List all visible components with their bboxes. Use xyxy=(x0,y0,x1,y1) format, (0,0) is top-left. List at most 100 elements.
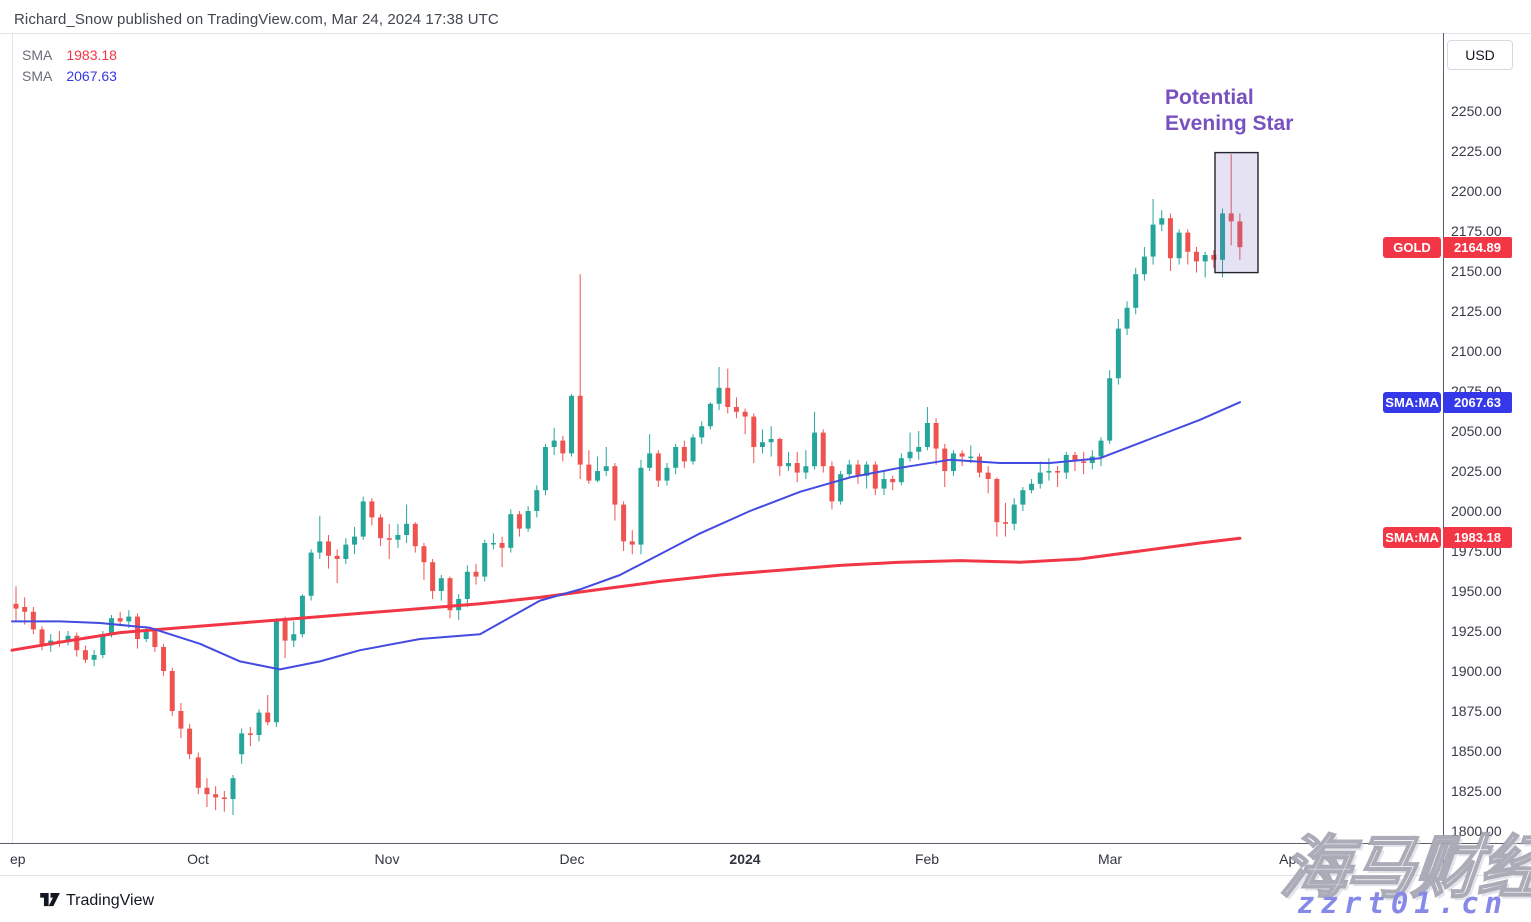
candle[interactable] xyxy=(699,421,705,444)
candle[interactable] xyxy=(985,466,991,494)
candle[interactable] xyxy=(1003,503,1009,537)
candle[interactable] xyxy=(916,431,922,460)
evening-star-box[interactable] xyxy=(1214,151,1259,274)
candle[interactable] xyxy=(169,667,175,716)
candle[interactable] xyxy=(1220,208,1226,278)
candle[interactable] xyxy=(707,402,713,430)
candle[interactable] xyxy=(282,616,288,659)
candle[interactable] xyxy=(1055,466,1061,487)
candle[interactable] xyxy=(812,411,818,470)
candle[interactable] xyxy=(733,397,739,419)
candle[interactable] xyxy=(464,565,470,607)
candle[interactable] xyxy=(1150,199,1156,265)
candle[interactable] xyxy=(1202,251,1208,278)
candle[interactable] xyxy=(308,549,314,601)
candle[interactable] xyxy=(221,791,227,812)
candle[interactable] xyxy=(82,645,88,663)
candle[interactable] xyxy=(490,533,496,550)
candle[interactable] xyxy=(325,535,331,569)
candle[interactable] xyxy=(846,459,852,478)
candle[interactable] xyxy=(508,509,514,553)
candle[interactable] xyxy=(1063,451,1069,479)
candle[interactable] xyxy=(343,538,349,564)
candle[interactable] xyxy=(716,367,722,411)
candle[interactable] xyxy=(898,453,904,486)
candle[interactable] xyxy=(872,461,878,495)
candle[interactable] xyxy=(412,522,418,553)
candle[interactable] xyxy=(647,434,653,471)
candle[interactable] xyxy=(551,427,557,455)
candle[interactable] xyxy=(1011,498,1017,531)
candle[interactable] xyxy=(447,576,453,619)
candle[interactable] xyxy=(655,450,661,487)
candle[interactable] xyxy=(56,631,62,647)
candle[interactable] xyxy=(933,418,939,465)
candle[interactable] xyxy=(534,485,540,518)
candle[interactable] xyxy=(560,435,566,462)
candle[interactable] xyxy=(430,559,436,599)
candle[interactable] xyxy=(291,621,297,647)
candle[interactable] xyxy=(1211,250,1217,268)
candle[interactable] xyxy=(525,506,531,532)
candle[interactable] xyxy=(299,594,305,638)
candle[interactable] xyxy=(577,274,583,479)
candle[interactable] xyxy=(1167,213,1173,271)
candle[interactable] xyxy=(1037,461,1043,489)
candle[interactable] xyxy=(725,368,731,414)
candle[interactable] xyxy=(1020,487,1026,511)
tradingview-wordmark[interactable]: TradingView xyxy=(66,892,155,909)
candle[interactable] xyxy=(855,459,861,484)
candle[interactable] xyxy=(265,695,271,726)
candle[interactable] xyxy=(247,727,253,747)
candle[interactable] xyxy=(638,459,644,555)
sma-line-0[interactable] xyxy=(10,536,1242,652)
candle[interactable] xyxy=(612,463,618,521)
candle[interactable] xyxy=(65,631,71,646)
candle[interactable] xyxy=(74,632,80,657)
candle[interactable] xyxy=(777,437,783,476)
candle[interactable] xyxy=(91,650,97,667)
candle[interactable] xyxy=(1046,458,1052,481)
candle[interactable] xyxy=(890,475,896,491)
candle[interactable] xyxy=(13,586,19,622)
candle[interactable] xyxy=(1107,370,1113,444)
candle[interactable] xyxy=(378,514,384,547)
candle[interactable] xyxy=(1237,213,1243,260)
candle[interactable] xyxy=(838,471,844,505)
candle[interactable] xyxy=(1176,229,1182,265)
candle[interactable] xyxy=(482,539,488,582)
candle[interactable] xyxy=(152,627,158,652)
candle[interactable] xyxy=(1193,247,1199,273)
candle[interactable] xyxy=(161,643,167,676)
candle[interactable] xyxy=(690,434,696,465)
candle[interactable] xyxy=(1029,479,1035,494)
candle[interactable] xyxy=(924,407,930,451)
candle[interactable] xyxy=(1159,210,1165,231)
candle[interactable] xyxy=(404,504,410,543)
candle[interactable] xyxy=(673,443,679,475)
candle[interactable] xyxy=(794,451,800,483)
candle[interactable] xyxy=(829,461,835,510)
candle[interactable] xyxy=(195,752,201,795)
candle[interactable] xyxy=(1081,451,1087,475)
candle[interactable] xyxy=(586,450,592,484)
candle[interactable] xyxy=(803,450,809,479)
candle[interactable] xyxy=(499,536,505,567)
candle[interactable] xyxy=(994,477,1000,537)
candle[interactable] xyxy=(256,709,262,742)
candle[interactable] xyxy=(959,450,965,467)
candle[interactable] xyxy=(438,575,444,601)
candle[interactable] xyxy=(595,456,601,483)
tradingview-logo-icon[interactable] xyxy=(40,892,61,912)
candle[interactable] xyxy=(317,515,323,559)
candle[interactable] xyxy=(768,426,774,457)
candle[interactable] xyxy=(239,728,245,764)
candle[interactable] xyxy=(334,549,340,583)
candle[interactable] xyxy=(473,563,479,585)
sma-line-1[interactable] xyxy=(11,401,1241,671)
candle[interactable] xyxy=(976,453,982,478)
legend-row-sma-slow[interactable]: SMA 2067.63 xyxy=(22,65,117,86)
candle[interactable] xyxy=(187,723,193,759)
candle[interactable] xyxy=(786,451,792,471)
